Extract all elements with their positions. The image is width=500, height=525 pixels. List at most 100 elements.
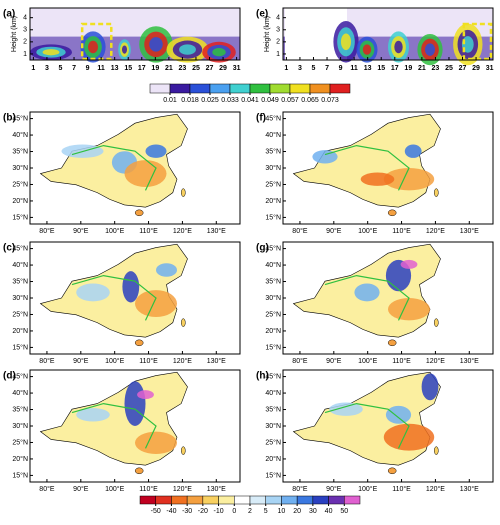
- x-tick-label: 31: [486, 65, 494, 72]
- lon-tick-label: 100°E: [105, 485, 124, 493]
- x-tick-label: 7: [72, 65, 76, 72]
- panel-label: (f): [256, 113, 266, 124]
- colorbar-label: 0.065: [301, 97, 319, 104]
- x-tick-label: 15: [377, 65, 385, 72]
- colorbar-label: 0: [232, 508, 236, 515]
- lat-tick-label: 35°N: [265, 147, 281, 155]
- lat-tick-label: 15°N: [12, 213, 28, 221]
- colorbar-label: 20: [293, 508, 301, 515]
- shading: [137, 390, 154, 400]
- colorbar-box: [309, 83, 331, 94]
- shading: [87, 40, 99, 54]
- colorbar-label: -10: [214, 508, 224, 515]
- shading: [400, 259, 418, 269]
- shading: [329, 402, 363, 416]
- lat-tick-label: 40°N: [12, 389, 28, 397]
- x-tick-label: 3: [298, 65, 302, 72]
- lat-tick-label: 25°N: [12, 438, 28, 446]
- colorbar-box: [229, 83, 251, 94]
- shading: [122, 271, 140, 303]
- lon-tick-label: 100°E: [358, 227, 377, 235]
- island: [181, 188, 186, 197]
- shading: [383, 168, 435, 191]
- island: [181, 318, 186, 327]
- lat-tick-label: 25°N: [265, 180, 281, 188]
- lon-tick-label: 120°E: [173, 227, 192, 235]
- contour-line: [324, 274, 410, 321]
- highlight-box: [462, 22, 493, 61]
- colorbar-label: -50: [151, 508, 161, 515]
- colorbar-box: [209, 83, 231, 94]
- lat-tick-label: 20°N: [12, 455, 28, 463]
- panel-label: (h): [256, 371, 269, 382]
- colorbar-box: [269, 83, 291, 94]
- colorbar-box: [234, 495, 251, 505]
- lat-tick-label: 45°N: [12, 372, 28, 380]
- contour-line: [71, 274, 157, 321]
- x-tick-label: 9: [86, 65, 90, 72]
- lat-tick-label: 20°N: [12, 197, 28, 205]
- colorbar-box: [218, 495, 235, 505]
- x-tick-label: 15: [124, 65, 132, 72]
- colorbar-label: -40: [166, 508, 176, 515]
- colorbar-label: 0.057: [281, 97, 299, 104]
- contour-line: [71, 144, 157, 191]
- lat-tick-label: 40°N: [265, 131, 281, 139]
- panel-label: (b): [3, 113, 16, 124]
- colorbar-label: 50: [340, 508, 348, 515]
- colorbar-box: [328, 495, 345, 505]
- colorbar-box: [149, 83, 171, 94]
- island: [434, 318, 439, 327]
- lat-tick-label: 20°N: [265, 327, 281, 335]
- lat-tick-label: 15°N: [12, 471, 28, 479]
- colorbar-box: [169, 83, 191, 94]
- x-tick-label: 29: [472, 65, 480, 72]
- lat-tick-label: 40°N: [265, 389, 281, 397]
- x-tick-label: 11: [350, 65, 358, 72]
- lon-tick-label: 100°E: [105, 227, 124, 235]
- shading: [121, 45, 128, 54]
- lat-tick-label: 45°N: [265, 372, 281, 380]
- island: [387, 209, 397, 217]
- lon-tick-label: 90°E: [326, 227, 342, 235]
- lon-tick-label: 100°E: [105, 357, 124, 365]
- colorbar-box: [296, 495, 314, 505]
- colorbar-label: 2: [248, 508, 252, 515]
- shading: [385, 405, 412, 424]
- shading: [212, 48, 226, 57]
- lat-tick-label: 30°N: [12, 294, 28, 302]
- colorbar-label: 0.033: [221, 97, 239, 104]
- x-tick-label: 1: [31, 65, 35, 72]
- x-tick-label: 31: [233, 65, 241, 72]
- x-tick-label: 17: [138, 65, 146, 72]
- lon-tick-label: 80°E: [292, 485, 308, 493]
- colorbar-box: [189, 83, 211, 94]
- lon-tick-label: 90°E: [73, 227, 89, 235]
- lon-tick-label: 120°E: [173, 485, 192, 493]
- colorbar-label: 10: [278, 508, 286, 515]
- colorbar-box: [249, 495, 266, 505]
- lat-tick-label: 45°N: [265, 244, 281, 252]
- lon-tick-label: 80°E: [39, 357, 55, 365]
- shading: [124, 160, 167, 188]
- panel-label: (g): [256, 243, 269, 254]
- panel-label: (e): [256, 9, 268, 20]
- lon-tick-label: 90°E: [73, 485, 89, 493]
- x-tick-label: 25: [445, 65, 453, 72]
- colorbar-label: 0.025: [201, 97, 219, 104]
- panel-label: (c): [3, 243, 15, 254]
- lat-tick-label: 35°N: [12, 277, 28, 285]
- lon-tick-label: 130°E: [207, 485, 226, 493]
- colorbar-box: [329, 83, 351, 94]
- island: [387, 339, 397, 347]
- colorbar-box: [202, 495, 219, 505]
- lat-tick-label: 30°N: [12, 164, 28, 172]
- colorbar-box: [312, 495, 329, 505]
- lat-tick-label: 45°N: [12, 244, 28, 252]
- colorbar-box: [289, 83, 311, 94]
- colorbar-box: [186, 495, 204, 505]
- lon-tick-label: 120°E: [426, 357, 445, 365]
- colorbar-box: [171, 495, 188, 505]
- lon-tick-label: 130°E: [207, 227, 226, 235]
- shading: [124, 381, 146, 426]
